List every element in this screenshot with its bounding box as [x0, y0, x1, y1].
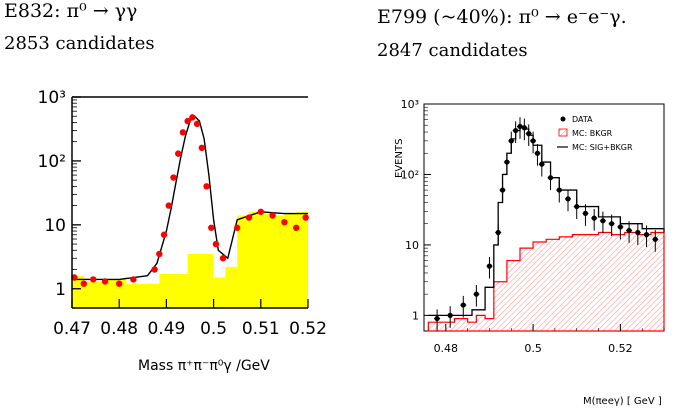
- right-x-tick-label: 0.48: [434, 342, 459, 355]
- left-data-point: [219, 255, 227, 262]
- right-data-point: [556, 187, 562, 193]
- left-data-point: [156, 250, 163, 258]
- left-data-point: [116, 280, 123, 287]
- right-y-axis-label: EVENTS: [394, 139, 405, 178]
- right-data-point: [526, 131, 532, 137]
- left-x-tick-label: 0.47: [53, 319, 91, 339]
- right-data-point: [609, 221, 615, 227]
- left-data-point: [175, 150, 182, 157]
- right-chart-heading: E799 (~40%): π⁰ → e⁻e⁻γ.: [377, 6, 627, 28]
- right-data-point: [574, 203, 580, 210]
- right-data-point: [617, 224, 623, 230]
- right-data-point: [652, 236, 658, 242]
- right-data-point: [565, 196, 571, 202]
- right-data-point: [530, 138, 536, 144]
- left-data-point: [212, 240, 220, 248]
- right-data-points: [434, 117, 659, 331]
- left-data-point: [302, 214, 309, 221]
- left-data-point: [71, 274, 78, 281]
- right-legend: DATA MC: BKGR MC: SIG+BKGR: [557, 115, 633, 152]
- right-chart-candidates: 2847 candidates: [377, 40, 528, 61]
- left-data-point: [293, 224, 300, 231]
- left-data-point: [179, 129, 187, 136]
- right-data-point: [643, 232, 650, 238]
- right-x-tick-label: 0.52: [608, 342, 633, 355]
- right-data-point: [486, 263, 493, 269]
- right-y-tick-label: 10³: [401, 98, 419, 111]
- left-y-tick-label: 10²: [38, 152, 66, 172]
- left-x-tick-label: 0.51: [242, 319, 280, 339]
- left-background-histogram: [72, 211, 308, 308]
- right-data-point: [508, 138, 514, 144]
- right-data-point: [473, 291, 479, 297]
- left-data-point: [101, 278, 109, 285]
- left-data-point: [165, 202, 172, 209]
- legend-data-label: DATA: [572, 115, 593, 124]
- right-x-axis-label: M(πeeγ) [ GeV ]: [583, 396, 662, 407]
- legend-mc-sig-label: MC: SIG+BKGR: [572, 143, 633, 152]
- right-data-point: [517, 123, 523, 130]
- right-data-point: [447, 312, 453, 318]
- left-data-point: [281, 218, 288, 226]
- right-data-point: [495, 229, 501, 236]
- right-y-tick-label: 1: [412, 309, 419, 322]
- right-x-ticks: 0.48 0.5 0.52: [434, 324, 665, 355]
- left-x-tick-label: 0.52: [289, 319, 327, 339]
- left-x-tick-label: 0.49: [147, 319, 185, 339]
- left-data-point: [208, 224, 215, 231]
- right-data-point: [582, 210, 589, 217]
- left-data-point: [184, 117, 191, 125]
- right-data-point: [600, 218, 606, 224]
- left-y-tick-label: 10: [44, 216, 66, 236]
- right-data-point: [534, 150, 541, 156]
- left-data-point: [80, 280, 88, 287]
- right-data-point: [513, 127, 519, 134]
- right-data-point: [626, 227, 632, 234]
- right-chart: 10³ 10² 10 1 0.48 0.5 0.52 EVENTS M(πeeγ) [ G…: [394, 98, 665, 407]
- left-y-tick-label: 1: [55, 280, 66, 300]
- right-x-tick-label: 0.5: [524, 342, 542, 355]
- right-data-point: [521, 125, 527, 131]
- right-data-point: [460, 302, 466, 308]
- right-data-point: [547, 175, 554, 181]
- left-data-point: [257, 208, 264, 215]
- left-y-tick-label: 10³: [38, 88, 66, 108]
- legend-data-marker: [560, 116, 566, 122]
- left-data-point: [203, 183, 210, 190]
- left-chart-candidates: 2853 candidates: [4, 33, 155, 54]
- left-y-ticks: 10³ 10² 10 1: [38, 88, 81, 300]
- left-x-ticks: 0.47 0.48 0.49 0.5 0.51 0.52: [53, 299, 327, 339]
- left-data-point: [193, 120, 201, 128]
- right-data-point: [499, 187, 506, 193]
- left-data-point: [160, 231, 168, 238]
- left-data-point: [245, 214, 253, 221]
- legend-mc-bkgr-label: MC: BKGR: [572, 129, 613, 138]
- right-data-point: [539, 161, 545, 167]
- right-y-tick-label: 10: [405, 239, 419, 252]
- left-x-axis-label: Mass π⁺π⁻π⁰γ /GeV: [138, 358, 270, 374]
- left-data-point: [234, 224, 241, 231]
- left-x-tick-label: 0.48: [100, 319, 138, 339]
- right-data-point: [635, 229, 641, 236]
- right-data-point: [504, 159, 510, 165]
- right-y-ticks: 10³ 10² 10 1: [401, 98, 431, 322]
- left-data-point: [189, 114, 196, 121]
- left-data-point: [170, 174, 177, 181]
- left-data-point: [130, 276, 137, 283]
- left-chart-heading: E832: π⁰ → γγ: [4, 0, 138, 22]
- left-data-point: [90, 276, 97, 283]
- left-data-point: [269, 212, 276, 219]
- left-data-points: [71, 114, 309, 287]
- right-data-point: [434, 315, 440, 322]
- left-data-point: [198, 144, 205, 152]
- right-data-point: [591, 215, 597, 221]
- legend-mc-bkgr-marker: [558, 128, 568, 137]
- left-data-point: [151, 266, 158, 273]
- right-y-tick-label: 10²: [401, 168, 419, 181]
- left-x-tick-label: 0.5: [200, 319, 227, 339]
- left-chart: 10³ 10² 10 1 0.47 0.48 0.49 0.5 0.51 0.52 Mass π…: [38, 88, 327, 374]
